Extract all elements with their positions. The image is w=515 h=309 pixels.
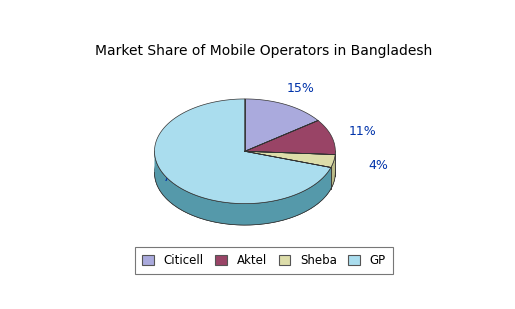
Polygon shape xyxy=(154,99,331,204)
Text: 11%: 11% xyxy=(348,125,376,138)
Polygon shape xyxy=(245,99,318,151)
Polygon shape xyxy=(245,151,335,167)
Text: Market Share of Mobile Operators in Bangladesh: Market Share of Mobile Operators in Bang… xyxy=(95,44,433,58)
Polygon shape xyxy=(154,151,331,225)
Text: 70%: 70% xyxy=(163,171,191,184)
Ellipse shape xyxy=(154,120,335,225)
Text: 4%: 4% xyxy=(368,159,388,172)
Polygon shape xyxy=(331,154,335,189)
Polygon shape xyxy=(245,121,335,154)
Text: 15%: 15% xyxy=(286,82,314,95)
Legend: Citicell, Aktel, Sheba, GP: Citicell, Aktel, Sheba, GP xyxy=(135,247,393,274)
